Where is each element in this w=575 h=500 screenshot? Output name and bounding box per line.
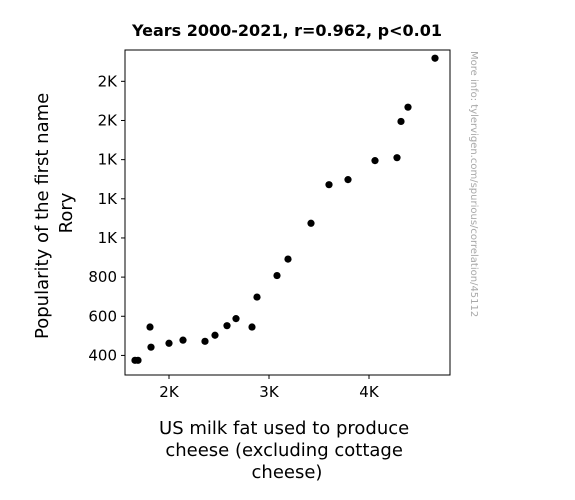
y-tick-label: 800	[88, 268, 117, 286]
y-tick-label: 600	[88, 307, 117, 325]
y-tick-label: 2K	[98, 72, 119, 90]
y-tick-label: 2K	[98, 111, 119, 129]
y-axis-label-line-2: Rory	[56, 192, 77, 233]
data-point	[223, 322, 231, 330]
x-axis-label-line-1: US milk fat used to produce	[159, 418, 409, 439]
x-axis-label: US milk fat used to produce cheese (excl…	[159, 418, 415, 483]
data-point	[232, 315, 240, 323]
data-point	[284, 255, 292, 263]
data-point	[397, 117, 405, 126]
y-axis: 400 600 800 1K 1K 1K 2K 2K	[88, 72, 125, 364]
data-point	[134, 356, 142, 364]
y-axis-label: Popularity of the first name Rory	[32, 87, 77, 339]
data-point	[371, 157, 379, 165]
data-point	[179, 336, 187, 344]
x-tick-label: 4K	[359, 383, 380, 401]
data-point	[147, 343, 155, 351]
x-axis-label-line-3: cheese)	[252, 462, 323, 483]
x-axis: 2K 3K 4K	[159, 375, 380, 401]
y-tick-label: 1K	[98, 151, 119, 169]
data-point	[307, 219, 315, 227]
data-point	[431, 54, 439, 62]
chart-title: Years 2000-2021, r=0.962, p<0.01	[131, 21, 442, 40]
watermark-text: More info: tylervigen.com/spurious/corre…	[468, 51, 479, 317]
data-point	[273, 271, 281, 280]
data-point	[325, 181, 333, 189]
plot-area	[124, 49, 451, 376]
y-tick-label: 1K	[98, 190, 119, 208]
y-axis-label-line-1: Popularity of the first name	[32, 93, 53, 339]
data-point	[211, 331, 219, 339]
x-tick-label: 2K	[159, 383, 180, 401]
data-point	[165, 339, 173, 347]
x-axis-label-line-2: cheese (excluding cottage	[165, 440, 403, 461]
data-point	[404, 103, 412, 111]
data-point	[253, 293, 261, 301]
data-point	[248, 323, 256, 331]
data-points	[131, 54, 439, 364]
y-tick-label: 1K	[98, 229, 119, 247]
data-point	[201, 337, 209, 345]
x-tick-label: 3K	[259, 383, 280, 401]
data-point	[146, 323, 154, 331]
y-tick-label: 400	[88, 346, 117, 364]
data-point	[344, 176, 352, 184]
data-point	[393, 154, 401, 162]
